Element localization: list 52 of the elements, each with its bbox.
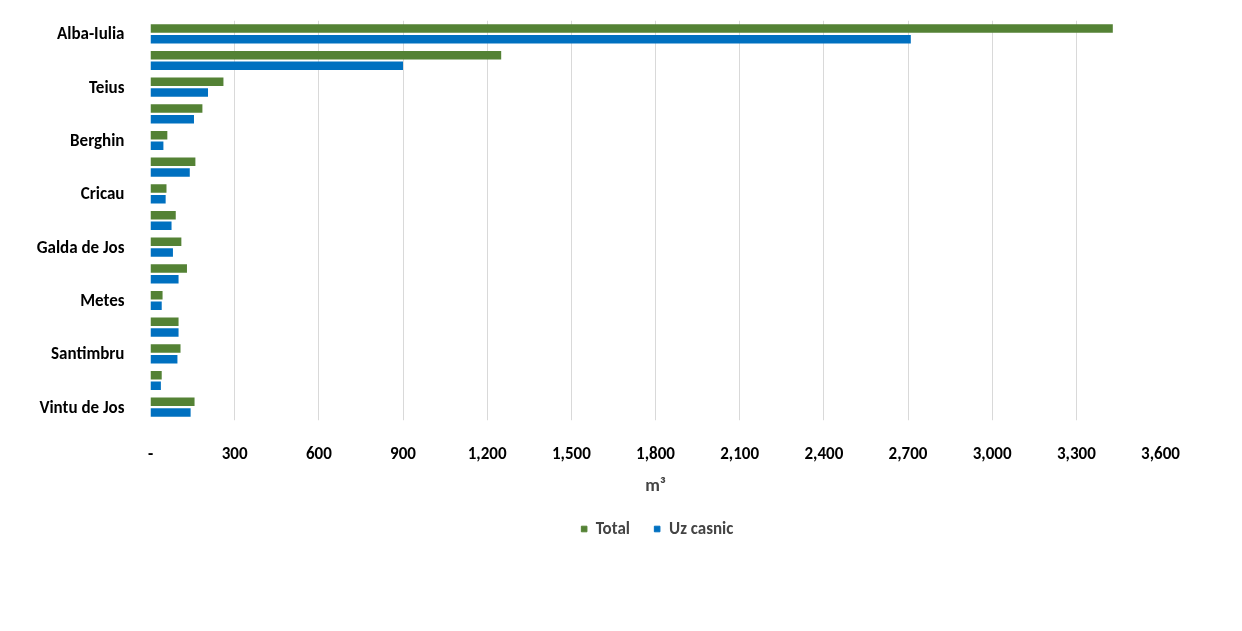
y-tick-label: Vintu de Jos [39, 396, 125, 418]
bar [150, 24, 1113, 33]
bar [150, 104, 203, 113]
y-tick-label: Cricau [80, 183, 125, 205]
bar [150, 370, 162, 380]
bar [150, 248, 173, 257]
bar [150, 50, 502, 60]
legend-label: Uz casnic [669, 517, 734, 539]
bar [150, 194, 166, 204]
bar [150, 61, 403, 71]
bar [150, 381, 161, 391]
x-tick-label: - [147, 442, 154, 464]
bar [150, 88, 209, 97]
bar [150, 221, 172, 231]
y-tick-label: Metes [80, 290, 125, 311]
bar [150, 210, 176, 220]
bar [150, 328, 179, 337]
legend-label: Total [595, 517, 631, 539]
bar [150, 168, 190, 177]
y-tick-label: Galda de Jos [36, 236, 125, 258]
x-tick-label: 3,300 [1056, 442, 1097, 464]
x-axis-title: m³ [645, 473, 666, 496]
bar [150, 114, 194, 124]
x-tick-label: 2,100 [720, 442, 760, 464]
bar [150, 77, 224, 87]
x-tick-label: 1,200 [467, 442, 507, 464]
bar [150, 397, 195, 407]
bar [150, 344, 181, 353]
y-tick-label: Berghin [70, 130, 125, 151]
bar [150, 317, 179, 327]
bar [150, 264, 187, 273]
x-tick-label: 3,600 [1141, 442, 1181, 464]
x-tick-label: 300 [221, 442, 248, 464]
y-tick-label: Alba-Iulia [56, 23, 125, 45]
bar [150, 34, 911, 44]
bar [150, 157, 196, 167]
bar [150, 301, 162, 311]
x-tick-label: 900 [390, 442, 417, 464]
bar [150, 408, 191, 417]
bar [150, 274, 179, 284]
x-tick-label: 600 [305, 442, 333, 464]
bar [150, 354, 178, 364]
y-tick-label: Teius [88, 76, 125, 98]
x-tick-label: 1,500 [551, 442, 592, 464]
bar [150, 184, 167, 193]
x-tick-label: 1,800 [636, 442, 676, 464]
bar [150, 290, 163, 300]
x-tick-label: 2,700 [888, 442, 928, 464]
x-tick-label: 2,400 [804, 442, 844, 464]
x-tick-label: 3,000 [972, 442, 1012, 464]
bar [150, 237, 182, 247]
y-tick-label: Santimbru [51, 343, 125, 365]
